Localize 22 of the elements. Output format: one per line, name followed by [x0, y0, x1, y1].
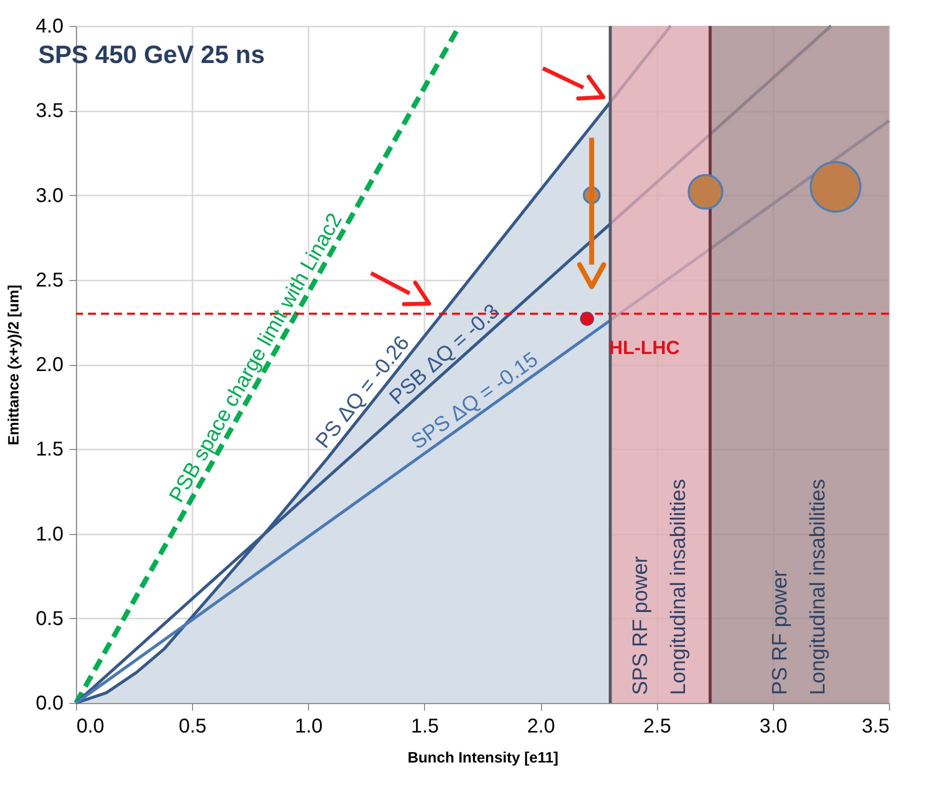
- y-tick-label: 4.0: [36, 16, 64, 38]
- y-tick-label: 0.0: [36, 692, 64, 714]
- y-tick-label: 3.5: [36, 100, 64, 122]
- x-tick-label: 0.0: [76, 716, 104, 738]
- y-tick-label: 2.0: [36, 354, 64, 376]
- x-tick-label: 3.5: [862, 716, 890, 738]
- y-tick-label: 1.5: [36, 438, 64, 461]
- text: SPS 450 GeV 25 ns: [38, 41, 265, 69]
- x-axis-title: Bunch Intensity [e11]: [408, 750, 558, 766]
- x-tick-label: 1.0: [294, 716, 323, 738]
- x-tick-label: 0.5: [178, 716, 207, 738]
- y-tick-label: 2.5: [36, 269, 64, 292]
- y-tick-label: 3.0: [36, 184, 64, 207]
- y-tick-label: 1.0: [36, 523, 64, 546]
- band-label: PS RF power Longitudinal insabilities: [768, 479, 830, 695]
- x-tick-label: 2.5: [643, 716, 672, 738]
- y-axis-title: Emittance (x+y)/2 [um]: [6, 284, 23, 446]
- x-tick-label: 1.5: [411, 716, 439, 738]
- band-label: SPS RF power Longitudinal insabilities: [629, 479, 690, 695]
- x-tick-label: 2.0: [527, 716, 555, 738]
- y-tick-label: 0.5: [36, 608, 64, 630]
- x-tick-label: 3.0: [759, 716, 788, 738]
